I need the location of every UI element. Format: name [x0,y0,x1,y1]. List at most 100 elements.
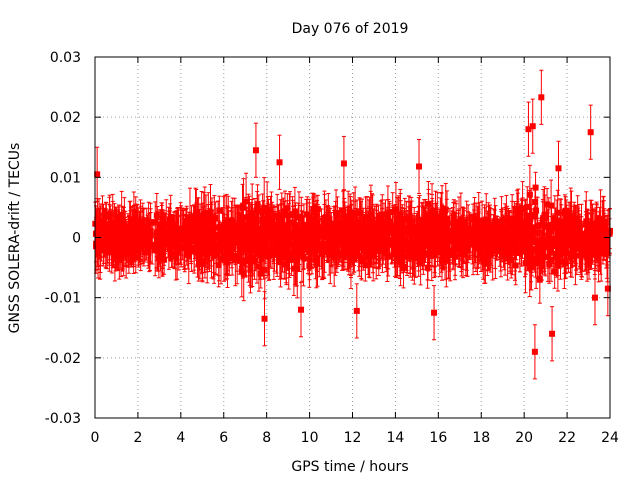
data-point [284,193,291,224]
data-point [252,122,259,178]
data-point [425,188,432,243]
data-point [208,201,215,238]
data-point [131,221,138,263]
data-point [555,140,562,196]
data-point [461,210,468,243]
data-point [591,270,598,326]
data-point [140,207,147,254]
y-tick-label: -0.01 [45,291,81,307]
data-point [228,207,235,257]
data-point [363,214,370,259]
data-point [471,202,478,264]
data-point [539,223,546,269]
data-point [552,238,559,276]
data-point [466,219,473,260]
y-tick-label: 0.03 [50,50,81,66]
data-point [299,215,306,246]
data-point [341,197,348,252]
data-point [145,238,152,267]
data-point [531,324,538,380]
data-point [320,230,327,258]
data-point [596,222,603,273]
data-point [603,220,610,251]
data-point [568,219,575,261]
data-point [194,230,201,261]
data-point [429,193,436,250]
data-point [331,205,338,242]
data-point [204,223,211,284]
data-point [378,211,385,260]
data-point [452,212,459,267]
data-point [257,258,264,289]
data-point [397,193,404,245]
data-point [367,207,374,251]
data-point [522,225,529,275]
data-point [276,235,283,264]
data-point [549,306,556,362]
data-point [534,196,541,256]
data-point [371,205,378,258]
data-point [159,217,166,269]
data-point [123,221,130,279]
data-point [340,135,347,192]
data-point [182,214,189,250]
data-point [330,226,337,263]
data-point [112,227,119,265]
data-point [316,219,323,278]
data-point [443,198,450,250]
data-point [252,224,259,258]
data-point [276,134,283,190]
y-tick-label: 0.02 [50,110,81,126]
y-tick-label: 0 [72,231,81,247]
data-point [604,261,611,317]
data-point [94,146,101,202]
data-point [418,202,425,260]
data-point [414,220,421,268]
data-point [177,202,184,261]
data-point [260,200,267,262]
data-point [149,225,156,265]
data-point [431,285,438,341]
data-point [545,209,552,263]
data-point [232,204,239,265]
x-tick-label: 12 [344,430,362,446]
data-point [577,222,584,276]
data-point [114,215,121,260]
data-point [156,221,163,256]
data-point [435,211,442,239]
data-point [269,231,276,269]
y-axis-label: GNSS SOLERA-drift / TECUs [7,143,23,334]
data-point [271,230,278,261]
data-point [449,210,456,264]
data-point [354,199,361,257]
data-point [102,207,109,245]
data-point [166,211,173,259]
y-tick-label: -0.02 [45,351,81,367]
data-point [350,219,357,273]
data-point [246,219,253,266]
data-point [538,69,545,125]
data-point [527,238,534,291]
x-tick-label: 6 [219,430,228,446]
data-point [358,242,365,281]
data-point [593,204,600,242]
data-point [294,238,301,299]
data-point [383,219,390,260]
data-point [100,203,107,257]
x-tick-label: 24 [601,430,619,446]
data-point [137,211,144,260]
x-tick-label: 4 [176,430,185,446]
x-tick-label: 20 [515,430,533,446]
data-point [490,214,497,256]
data-point [96,208,103,247]
data-point [571,214,578,244]
data-point [304,196,311,233]
data-point [346,209,353,268]
data-point [376,226,383,267]
data-point [548,179,555,232]
data-point [212,220,219,254]
data-point [456,224,463,259]
data-point [174,222,181,266]
data-point [493,222,500,253]
